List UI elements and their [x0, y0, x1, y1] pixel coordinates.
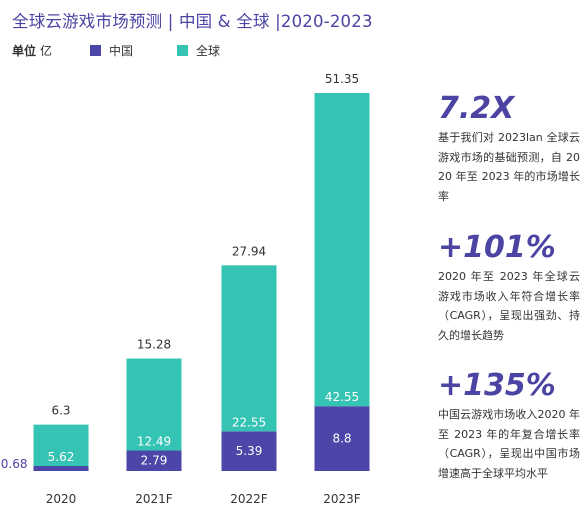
x-tick-2023F: 2023F: [323, 492, 361, 506]
stat-block-2: +101% 2020 年至 2023 年全球云游戏市场收入年符合增长率（CAGR…: [438, 231, 580, 345]
label-china-2023F: 8.8: [332, 432, 351, 446]
bar-china-2020: [33, 465, 89, 471]
label-china-2022F: 5.39: [236, 444, 263, 458]
label-global-2020: 5.62: [48, 450, 75, 464]
bar-global-2022F: [221, 265, 277, 432]
stat-value-3: +135%: [438, 368, 556, 403]
legend-item-china: 中国: [90, 42, 133, 59]
label-china-2021F: 2.79: [141, 454, 168, 468]
unit-value: 亿: [40, 43, 53, 58]
stat-block-1: 7.2X 基于我们对 2023lan 全球云游戏市场的基础预测，自 2020 年…: [438, 92, 580, 206]
chart-title: 全球云游戏市场预测 | 中国 & 全球 |2020-2023: [12, 12, 373, 31]
bar-china-2021F: [126, 450, 182, 471]
label-global-2021F: 12.49: [137, 434, 171, 448]
stat-desc-1: 基于我们对 2023lan 全球云游戏市场的基础预测，自 2020 年至 202…: [438, 131, 580, 203]
label-global-2022F: 22.55: [232, 415, 266, 429]
stat-desc-3: 中国云游戏市场收入2020 年至 2023 年的年复合增长率（CAGR），呈现出…: [438, 408, 580, 480]
bar-global-2023F: [314, 93, 370, 407]
legend-item-global: 全球: [177, 42, 220, 59]
bar-china-2022F: [221, 431, 277, 471]
legend-label-global: 全球: [196, 43, 221, 58]
legend-label-china: 中国: [109, 43, 134, 58]
stat-block-3: +135% 中国云游戏市场收入2020 年至 2023 年的年复合增长率（CAG…: [438, 369, 580, 483]
bar-china-2023F: [314, 406, 370, 471]
x-tick-2020: 2020: [46, 492, 77, 506]
stat-value-1: 7.2X: [438, 91, 515, 126]
bar-global-2021F: [126, 358, 182, 451]
x-tick-2022F: 2022F: [230, 492, 268, 506]
bar-global-2020: [33, 424, 89, 466]
label-global-2023F: 42.55: [325, 390, 359, 404]
label-total-2022F: 27.94: [232, 244, 266, 258]
label-total-2020: 6.3: [51, 404, 70, 418]
label-china-2020: 0.68: [1, 457, 28, 471]
stat-value-2: +101%: [438, 230, 556, 265]
legend: 单位 亿 中国 全球: [12, 42, 264, 58]
legend-swatch-china: [90, 44, 102, 56]
bar-chart: 0.68 5.62 6.3 2020 2.79 12.49 15.28 2021F 5.39 22…: [1, 72, 370, 506]
x-tick-2021F: 2021F: [135, 492, 173, 506]
unit-label: 单位: [12, 43, 37, 58]
label-total-2021F: 15.28: [137, 338, 171, 352]
legend-swatch-global: [177, 44, 189, 56]
stat-desc-2: 2020 年至 2023 年全球云游戏市场收入年符合增长率（CAGR），呈现出强…: [438, 270, 580, 342]
label-total-2023F: 51.35: [325, 72, 359, 86]
